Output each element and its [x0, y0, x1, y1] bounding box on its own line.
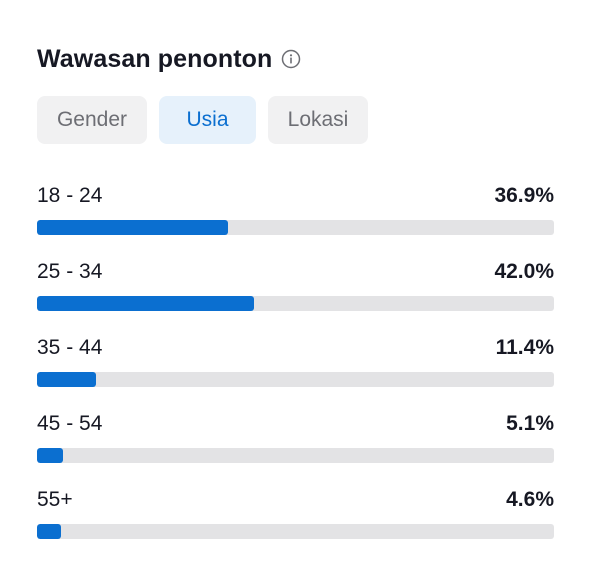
progress-track	[37, 296, 554, 311]
age-row: 35 - 44 11.4%	[37, 334, 554, 410]
tab-bar: Gender Usia Lokasi	[37, 96, 554, 144]
progress-track	[37, 372, 554, 387]
panel-header: Wawasan penonton	[37, 42, 554, 76]
tab-gender[interactable]: Gender	[37, 96, 147, 144]
age-percent-value: 42.0%	[494, 260, 554, 283]
age-percent-value: 4.6%	[506, 488, 554, 511]
tab-usia[interactable]: Usia	[159, 96, 256, 144]
age-row: 45 - 54 5.1%	[37, 410, 554, 486]
tab-lokasi[interactable]: Lokasi	[268, 96, 368, 144]
age-percent-value: 5.1%	[506, 412, 554, 435]
age-percent-value: 36.9%	[494, 184, 554, 207]
page-title: Wawasan penonton	[37, 44, 273, 73]
info-icon[interactable]	[281, 49, 301, 69]
progress-track	[37, 524, 554, 539]
age-range-label: 55+	[37, 488, 73, 511]
progress-track	[37, 220, 554, 235]
progress-fill	[37, 220, 228, 235]
age-row: 25 - 34 42.0%	[37, 258, 554, 334]
age-percent-value: 11.4%	[495, 336, 554, 359]
progress-track	[37, 448, 554, 463]
age-row: 18 - 24 36.9%	[37, 182, 554, 258]
progress-fill	[37, 296, 255, 311]
age-range-label: 18 - 24	[37, 184, 103, 207]
progress-fill	[37, 448, 64, 463]
progress-fill	[37, 524, 61, 539]
age-range-label: 25 - 34	[37, 260, 103, 283]
age-row: 55+ 4.6%	[37, 486, 554, 562]
age-range-label: 35 - 44	[37, 336, 103, 359]
age-range-label: 45 - 54	[37, 412, 103, 435]
age-distribution-list: 18 - 24 36.9% 25 - 34 42.0% 35 - 44 11.4…	[37, 182, 554, 562]
progress-fill	[37, 372, 96, 387]
